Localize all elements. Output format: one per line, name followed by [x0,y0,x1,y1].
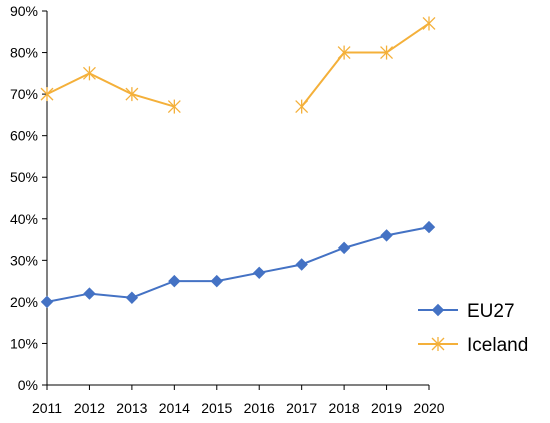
y-tick-label: 30% [10,252,38,268]
x-tick-label: 2014 [159,400,190,416]
eu27-point [210,274,223,288]
legend-label: EU27 [467,301,515,322]
legend-label: Iceland [467,335,528,356]
y-tick-label: 20% [10,294,38,310]
y-tick-label: 90% [10,3,38,19]
y-tick-label: 0% [18,377,38,393]
series-layer [40,16,436,309]
eu27-point [83,287,96,300]
legend-item-eu27: EU27 [418,301,515,322]
eu27-point [380,229,393,242]
iceland-point [422,16,436,31]
x-tick-label: 2017 [286,400,317,416]
axes [46,11,429,386]
series-iceland [40,16,436,114]
eu27-point [253,266,266,280]
eu27-point [40,295,54,309]
x-tick-label: 2013 [116,400,147,416]
x-tick-label: 2018 [329,400,360,416]
iceland-line [300,22,430,108]
y-tick-label: 80% [10,45,38,61]
legend-item-iceland: Iceland [418,335,528,356]
iceland-point [337,45,351,60]
y-tick-label: 70% [10,86,38,102]
x-tick-label: 2019 [371,400,402,416]
x-tick-label: 2015 [201,400,232,416]
eu27-point [295,258,308,271]
iceland-point [380,45,394,60]
iceland-point [40,87,54,102]
series-eu27 [40,220,436,309]
iceland-point [167,99,181,114]
eu27-line [46,226,430,303]
y-tick-label: 10% [10,335,38,351]
y-axis-ticks: 0% 10% 20% 30% 40% 50% 60% 70% 80% 90% [10,3,47,393]
legend-iceland-point [431,337,445,351]
x-tick-label: 2016 [244,400,275,416]
y-tick-label: 40% [10,211,38,227]
x-tick-label: 2012 [74,400,105,416]
legend: EU27 Iceland [418,301,528,356]
y-tick-label: 50% [10,169,38,185]
iceland-line [46,72,175,108]
iceland-point [82,66,96,81]
x-tick-label: 2011 [32,400,62,416]
x-axis-ticks: 2011 2012 2013 2014 2015 2016 2017 2018 2019 2020 [32,385,445,416]
legend-eu27-point [431,303,445,317]
eu27-point [422,220,436,234]
eu27-point [168,274,181,288]
y-tick-label: 60% [10,128,38,144]
x-tick-label: 2020 [413,400,444,416]
eu27-point [125,291,139,304]
iceland-point [295,99,309,114]
iceland-point [125,87,139,102]
eu27-point [337,241,351,255]
